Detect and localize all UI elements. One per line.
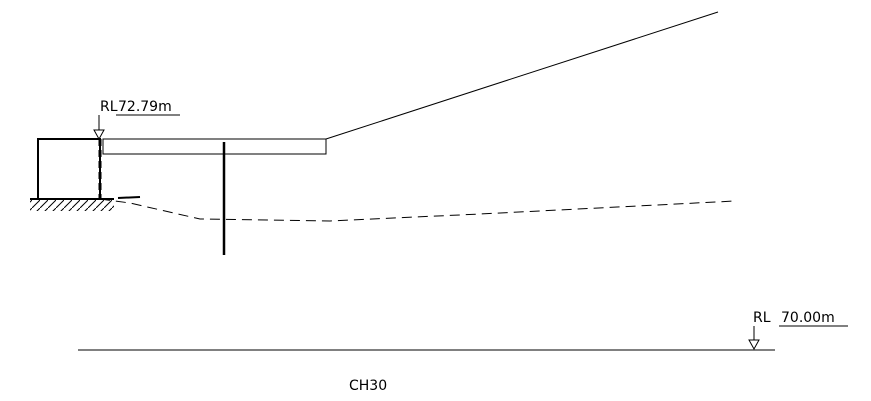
foundation-hatch <box>30 199 114 211</box>
rl-datum-value: 70.00m <box>781 310 835 326</box>
rl-datum-marker: RL 70.00m <box>748 310 848 351</box>
rl-top-value: 72.79m <box>118 99 172 115</box>
deck-slab <box>102 138 327 155</box>
rl-datum-label: RL <box>753 310 771 326</box>
ground-slope-line <box>325 11 719 140</box>
rl-top-marker: RL 72.79m <box>93 99 180 141</box>
rl-top-label: RL <box>100 99 118 115</box>
rl-datum-triangle <box>748 339 760 351</box>
dashed-ground-start <box>117 196 141 199</box>
chainage-label: CH30 <box>349 378 387 394</box>
rl-top-triangle <box>93 129 105 141</box>
dashed-existing-ground <box>99 198 736 222</box>
box-structure <box>37 138 101 200</box>
